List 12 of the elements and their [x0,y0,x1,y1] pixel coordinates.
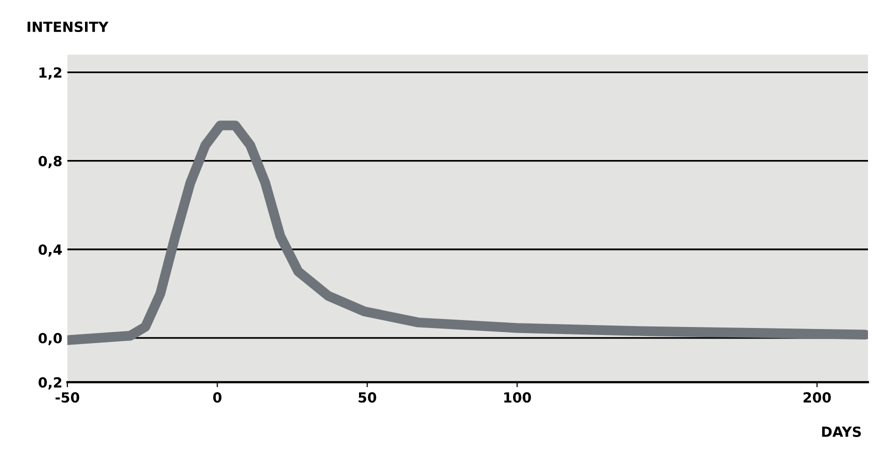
x-tick-label: 100 [504,392,531,403]
y-tick-label: 1,2 [39,67,62,80]
y-tick-label: 0,0 [38,332,62,346]
y-axis-title: INTENSITY [28,22,109,32]
x-tick-label: 50 [358,392,376,403]
x-tick-label: 0 [213,392,222,403]
x-axis-title: DAYS [822,426,861,437]
y-tick-label: 0,4 [38,244,62,257]
x-tick-label: -50 [56,392,80,403]
y-tick-label: 0,8 [38,156,62,168]
x-tick-label: 200 [804,392,831,403]
y-tick-label: 0,2 [38,377,62,390]
